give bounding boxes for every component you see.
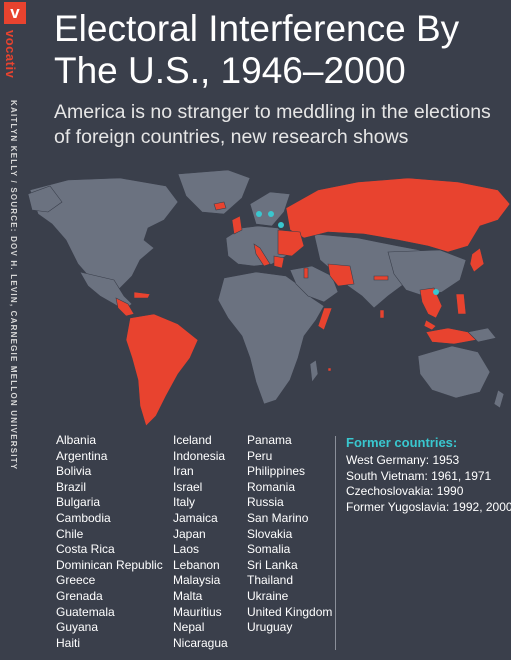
list-item: Indonesia xyxy=(173,448,226,463)
list-item: Japan xyxy=(173,526,206,541)
brand-strip: v vocativ KAITLYN KELLY / SOURCE: DOV H.… xyxy=(0,0,28,660)
list-item: United Kingdom xyxy=(247,604,333,619)
list-item: Uruguay xyxy=(247,620,293,635)
list-item: Guatemala xyxy=(56,604,115,619)
nepal xyxy=(373,275,389,281)
world-map xyxy=(28,169,511,427)
list-item: Guyana xyxy=(56,620,99,635)
list-item: Haiti xyxy=(56,635,81,650)
list-item: Former Yugoslavia: 1992, 2000 xyxy=(346,499,511,514)
somalia xyxy=(317,307,333,331)
page-subtitle: America is no stranger to meddling in th… xyxy=(54,101,491,148)
list-item: Jamaica xyxy=(173,510,218,525)
guatemala-costa-rica-panama xyxy=(115,297,135,317)
indochina xyxy=(419,287,443,319)
list-item: West Germany: 1953 xyxy=(346,453,460,467)
italy xyxy=(253,243,271,267)
east-asia xyxy=(387,249,467,297)
list-item: Mauritius xyxy=(173,604,222,619)
australia xyxy=(417,345,491,399)
madagascar xyxy=(309,359,319,383)
list-item: Malta xyxy=(173,588,203,603)
list-item: Lebanon xyxy=(173,557,220,572)
column-divider xyxy=(335,436,336,650)
list-item: Russia xyxy=(247,495,284,510)
list-item: Grenada xyxy=(56,588,103,603)
list-item: Romania xyxy=(247,479,296,494)
list-item: Slovakia xyxy=(247,526,293,541)
philippines xyxy=(455,293,467,315)
list-item: Thailand xyxy=(247,573,294,588)
land-grey xyxy=(28,169,505,409)
list-item: Albania xyxy=(56,433,97,447)
list-item: Brazil xyxy=(56,479,87,494)
alaska xyxy=(28,185,63,213)
list-item: Panama xyxy=(247,433,292,447)
yugoslavia-marker xyxy=(278,222,284,228)
malaysia xyxy=(423,319,437,331)
greece-albania xyxy=(273,255,285,269)
list-item: South Vietnam: 1961, 1971 xyxy=(346,468,492,483)
page-title: Electoral Interference By The U.S., 1946… xyxy=(54,8,460,91)
mauritius xyxy=(327,367,332,372)
list-item: Laos xyxy=(173,542,200,557)
list-item: Malaysia xyxy=(173,573,221,588)
scandinavia xyxy=(249,191,291,227)
japan xyxy=(469,247,485,273)
country-list-col2: Iceland Indonesia Iran Israel Italy Jama… xyxy=(173,433,228,651)
list-item: Chile xyxy=(56,526,84,541)
former-countries-heading: Former countries: xyxy=(346,435,458,450)
country-list-col3: Panama Peru Philippines Romania Russia S… xyxy=(247,433,332,636)
list-item: Israel xyxy=(173,479,203,494)
indonesia xyxy=(425,327,477,345)
source-credit: KAITLYN KELLY / SOURCE: DOV H. LEVIN, CA… xyxy=(9,100,18,471)
west-germany-marker xyxy=(256,211,262,217)
vocativ-logo: v xyxy=(4,2,26,24)
list-item: Argentina xyxy=(56,448,108,463)
south-america xyxy=(125,313,199,427)
list-item: Bolivia xyxy=(56,464,92,479)
list-item: Ukraine xyxy=(247,588,289,603)
list-item: Italy xyxy=(173,495,196,510)
list-item: Czechoslovakia: 1990 xyxy=(346,484,464,499)
list-item: Philippines xyxy=(247,464,306,479)
list-item: Bulgaria xyxy=(56,495,101,510)
israel-lebanon xyxy=(303,267,309,279)
list-item: Iceland xyxy=(173,433,212,447)
list-item: San Marino xyxy=(247,510,309,525)
list-item: Nicaragua xyxy=(173,635,228,650)
list-item: Nepal xyxy=(173,620,205,635)
list-item: Sri Lanka xyxy=(247,557,298,572)
iran xyxy=(327,263,355,287)
ukraine-romania-bulgaria xyxy=(277,229,305,257)
list-item: Somalia xyxy=(247,542,291,557)
russia xyxy=(285,177,511,253)
south-vietnam-marker xyxy=(433,289,439,295)
list-item: Iran xyxy=(173,464,194,479)
united-kingdom xyxy=(231,215,243,235)
land-highlighted xyxy=(115,177,511,427)
list-item: Peru xyxy=(247,448,273,463)
arabia xyxy=(289,265,339,303)
greenland xyxy=(177,169,251,215)
former-countries-list: West Germany: 1953 South Vietnam: 1961, … xyxy=(346,453,511,515)
brand-name: vocativ xyxy=(3,30,18,79)
north-america xyxy=(29,177,179,299)
caribbean xyxy=(133,291,151,299)
list-item: Greece xyxy=(56,573,96,588)
czechoslovakia-marker xyxy=(268,211,274,217)
list-item: Cambodia xyxy=(56,510,111,525)
sri-lanka xyxy=(379,309,385,319)
list-item: Dominican Republic xyxy=(56,557,163,572)
former-country-markers xyxy=(256,211,439,295)
new-zealand xyxy=(493,389,505,409)
country-list-col1: Albania Argentina Bolivia Brazil Bulgari… xyxy=(56,433,163,651)
list-item: Costa Rica xyxy=(56,542,115,557)
iceland xyxy=(213,201,227,211)
